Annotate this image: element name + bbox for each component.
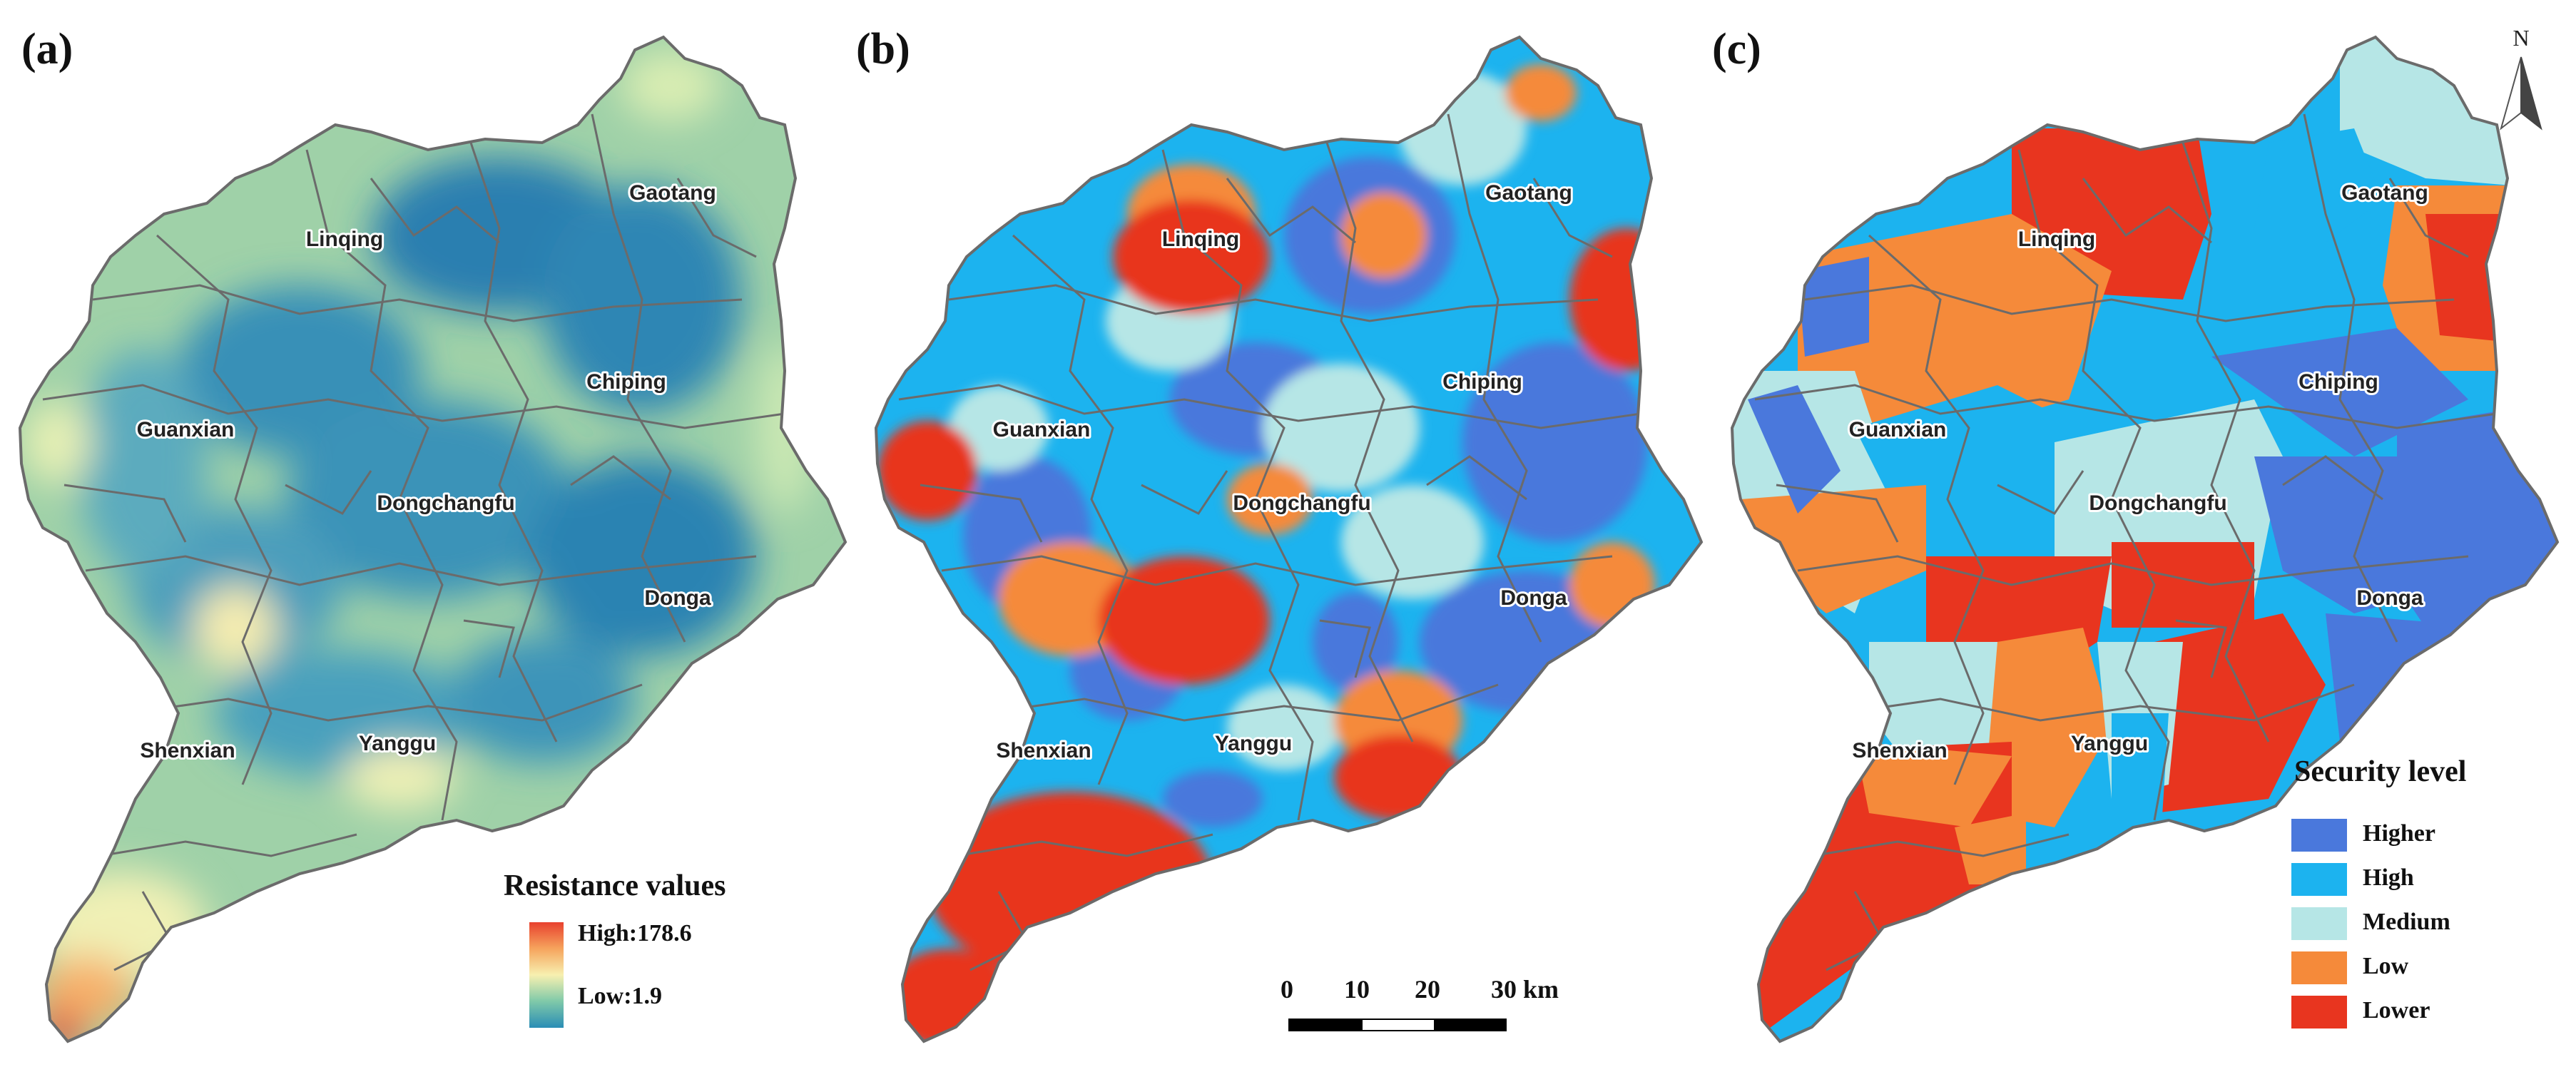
label-linqing: Linqing	[2018, 228, 2095, 251]
legend-swatch-high	[2291, 863, 2347, 896]
panel-letter-c: (c)	[1712, 25, 1761, 73]
label-gaotang: Gaotang	[1485, 181, 1572, 205]
scale-tick-0: 0	[1281, 975, 1293, 1004]
legend-label-higher: Higher	[2363, 820, 2435, 847]
label-donga: Donga	[2356, 586, 2423, 610]
resistance-legend-title: Resistance values	[504, 869, 726, 902]
legend-swatch-higher	[2291, 819, 2347, 852]
scale-bar	[1288, 1019, 1507, 1031]
legend-label-low: Low	[2363, 953, 2409, 979]
label-dongchangfu: Dongchangfu	[2089, 491, 2226, 515]
label-gaotang: Gaotang	[629, 181, 716, 205]
resistance-gradient-bar	[529, 922, 564, 1028]
label-guanxian: Guanxian	[993, 418, 1091, 441]
label-yanggu: Yanggu	[1215, 732, 1292, 755]
scale-tick-20: 20	[1415, 975, 1440, 1004]
label-shenxian: Shenxian	[140, 739, 235, 762]
legend-swatch-low	[2291, 951, 2347, 984]
map-b: Linqing Gaotang Chiping Guanxian Dongcha…	[875, 36, 1703, 1043]
label-chiping: Chiping	[586, 370, 666, 394]
label-linqing: Linqing	[1162, 228, 1239, 251]
panel-c: Linqing Gaotang Chiping Guanxian Dongcha…	[1712, 0, 2568, 1077]
legend-swatch-medium	[2291, 907, 2347, 940]
panel-b: Linqing Gaotang Chiping Guanxian Dongcha…	[856, 0, 1712, 1077]
label-yanggu: Yanggu	[359, 732, 436, 755]
label-gaotang: Gaotang	[2341, 181, 2428, 205]
label-donga: Donga	[1500, 586, 1567, 610]
north-label: N	[2513, 25, 2529, 51]
scale-tick-30: 30 km	[1491, 975, 1559, 1004]
legend-label-medium: Medium	[2363, 909, 2450, 935]
panel-letter-b: (b)	[856, 25, 910, 73]
map-a: Linqing Gaotang Chiping Guanxian Dongcha…	[19, 36, 847, 1043]
label-dongchangfu: Dongchangfu	[1233, 491, 1370, 515]
legend-label-lower: Lower	[2363, 997, 2430, 1024]
label-shenxian: Shenxian	[996, 739, 1091, 762]
resistance-low-label: Low:1.9	[578, 983, 663, 1009]
label-donga: Donga	[644, 586, 711, 610]
label-dongchangfu: Dongchangfu	[377, 491, 514, 515]
resistance-high-label: High:178.6	[578, 920, 692, 946]
panel-a: Linqing Gaotang Chiping Guanxian Dongcha…	[0, 0, 856, 1077]
label-chiping: Chiping	[2298, 370, 2378, 394]
label-chiping: Chiping	[1442, 370, 1522, 394]
legend-label-high: High	[2363, 864, 2414, 891]
legend-swatch-lower	[2291, 996, 2347, 1028]
panel-letter-a: (a)	[21, 25, 73, 73]
label-yanggu: Yanggu	[2071, 732, 2148, 755]
label-guanxian: Guanxian	[1849, 418, 1947, 441]
scale-bar-white-segment	[1363, 1020, 1434, 1030]
north-arrow-icon: N	[2500, 25, 2542, 131]
scale-tick-10: 10	[1344, 975, 1370, 1004]
security-legend-title: Security level	[2294, 755, 2467, 788]
label-linqing: Linqing	[306, 228, 383, 251]
north-arrow: N	[2493, 21, 2550, 136]
label-guanxian: Guanxian	[137, 418, 235, 441]
label-shenxian: Shenxian	[1852, 739, 1947, 762]
map-c: Linqing Gaotang Chiping Guanxian Dongcha…	[1731, 36, 2559, 1043]
